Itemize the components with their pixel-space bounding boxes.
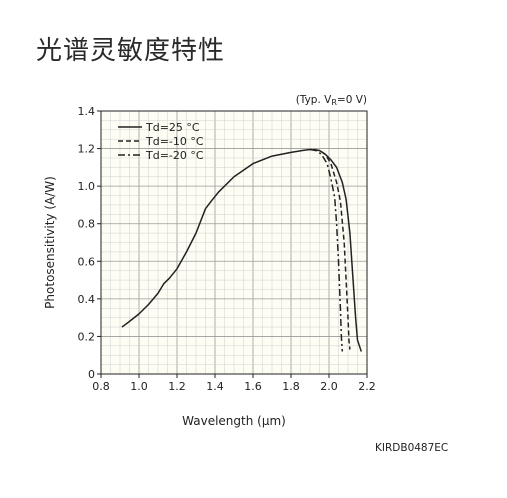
y-tick-label: 0.2 — [78, 330, 96, 343]
x-tick-label: 0.8 — [92, 380, 110, 393]
x-tick-label: 1.4 — [206, 380, 224, 393]
plot-frame — [100, 110, 368, 375]
legend: Td=25 °CTd=-10 °CTd=-20 °C — [118, 121, 204, 162]
y-tick-label: 1.4 — [78, 105, 96, 118]
x-tick-label: 1.0 — [130, 380, 148, 393]
y-tick-label: 0.8 — [78, 218, 96, 231]
page-title: 光谱灵敏度特性 — [36, 36, 226, 66]
legend-label: Td=-10 °C — [145, 135, 204, 148]
series-line-solid — [121, 148, 363, 352]
condition-suffix: =0 V) — [337, 94, 367, 106]
condition-prefix: (Typ. V — [296, 94, 332, 106]
grid-lines — [101, 111, 367, 374]
x-tick-label: 1.8 — [282, 380, 300, 393]
series-lines — [121, 148, 363, 352]
y-tick-label: 1.2 — [78, 143, 96, 156]
y-tick-label: 1.0 — [78, 180, 96, 193]
y-tick-label: 0 — [88, 368, 95, 381]
x-tick-label: 2.2 — [358, 380, 376, 393]
legend-label: Td=-20 °C — [145, 149, 204, 162]
x-axis-label: Wavelength (μm) — [182, 414, 286, 428]
series-line-dashed — [313, 148, 351, 350]
y-tick-label: 0.4 — [78, 293, 96, 306]
condition-note: (Typ. VR=0 V) — [296, 94, 367, 107]
x-axis-ticks: 0.8 1.0 1.2 1.4 1.6 1.8 2.0 2.2 — [92, 374, 376, 393]
figure-code: KIRDB0487EC — [375, 442, 448, 454]
y-axis-label: Photosensitivity (A/W) — [43, 176, 57, 309]
legend-label: Td=25 °C — [145, 121, 200, 134]
x-tick-label: 2.0 — [320, 380, 338, 393]
x-tick-label: 1.2 — [168, 380, 186, 393]
y-tick-label: 0.6 — [78, 255, 96, 268]
x-tick-label: 1.6 — [244, 380, 262, 393]
y-axis-ticks: 0 0.2 0.4 0.6 0.8 1.0 1.2 1.4 — [78, 105, 101, 381]
series-line-dashdot — [309, 148, 344, 352]
condition-subscript: R — [331, 98, 337, 107]
